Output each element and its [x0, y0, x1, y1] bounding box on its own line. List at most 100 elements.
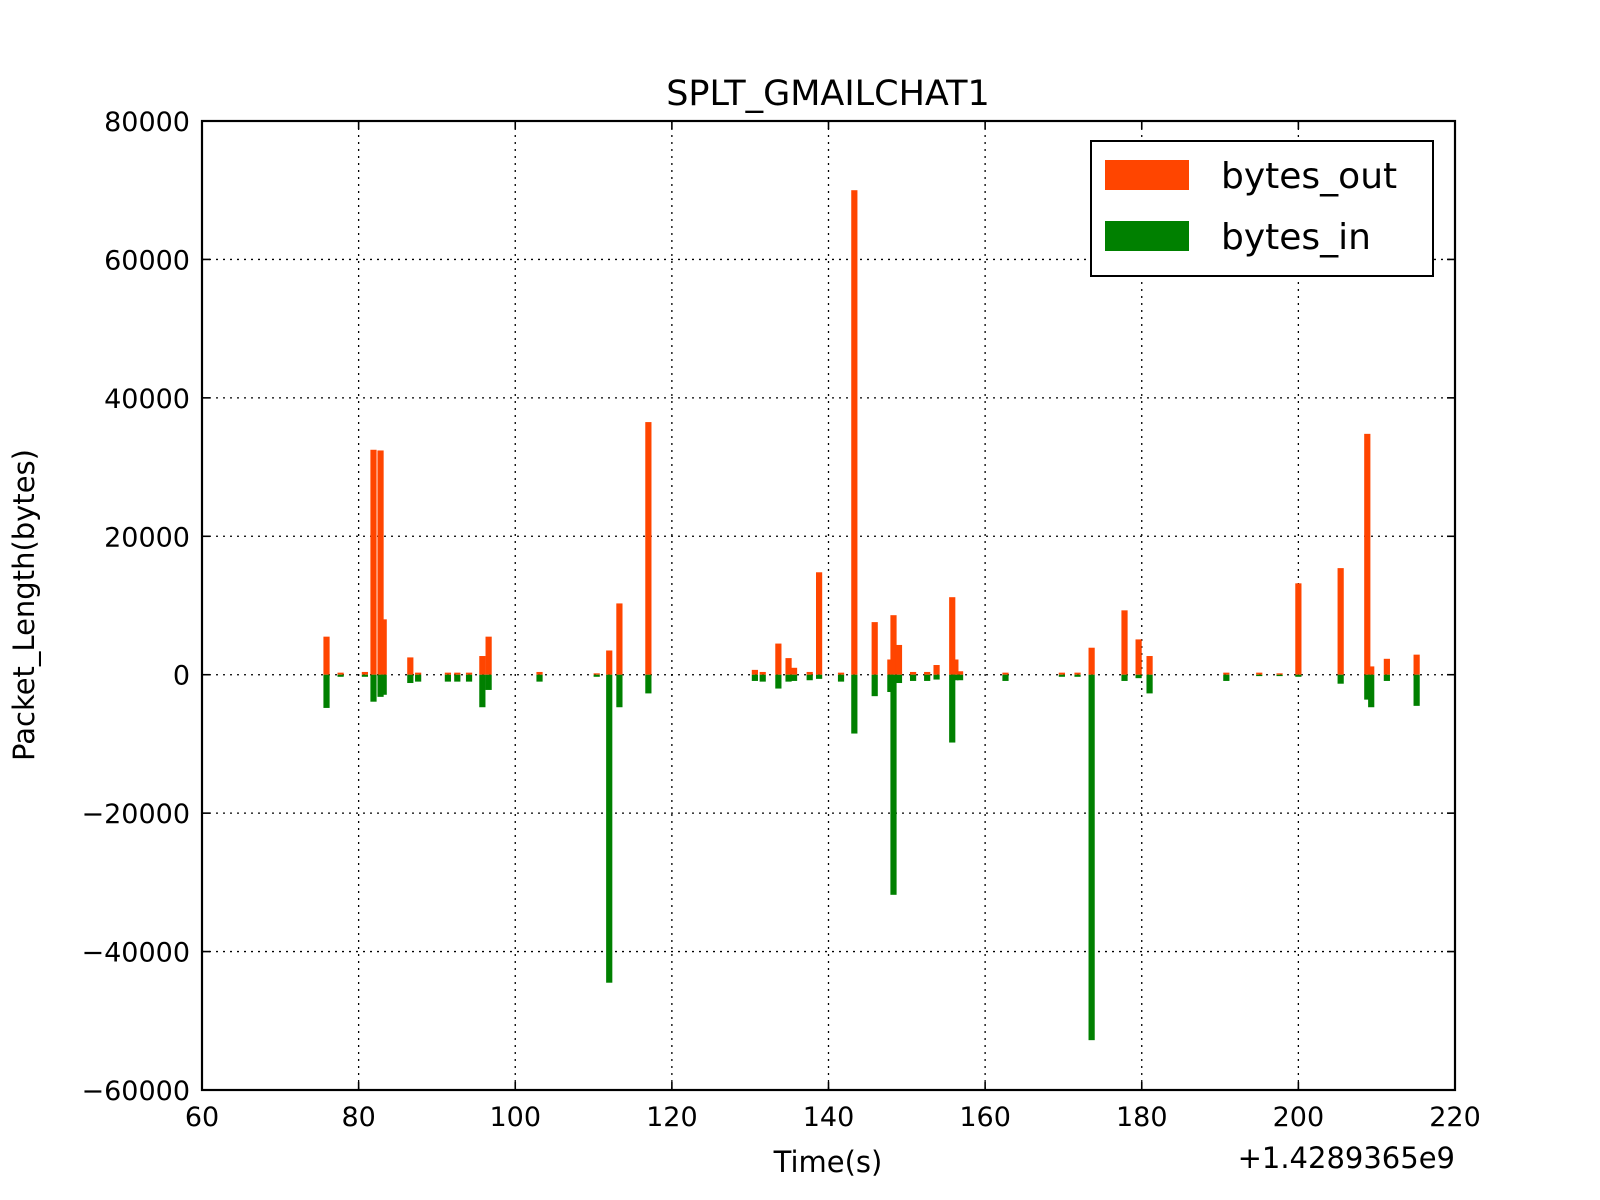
- bar-bytes-in: [536, 674, 543, 682]
- bar-bytes-out: [816, 572, 823, 675]
- bar-bytes-in: [816, 674, 823, 679]
- bar-bytes-out: [645, 422, 652, 675]
- bar-bytes-in: [949, 674, 956, 743]
- bar-bytes-out: [1337, 568, 1344, 675]
- x-tick-labels: 60 80 100 120 140 160 180 200 220: [185, 1102, 1481, 1133]
- bar-bytes-out: [536, 671, 543, 675]
- bar-bytes-out: [323, 636, 330, 675]
- bar-bytes-in: [323, 674, 330, 708]
- x-tick-label: 220: [1429, 1102, 1481, 1133]
- bar-bytes-in: [337, 674, 344, 677]
- bar-bytes-out: [616, 603, 623, 675]
- bar-bytes-out: [1368, 666, 1375, 675]
- bar-bytes-in: [454, 674, 461, 682]
- x-tick-label: 80: [341, 1102, 375, 1133]
- x-axis-offset-label: +1.4289365e9: [1238, 1141, 1455, 1175]
- y-tick-labels: 80000 60000 40000 20000 0 −20000 −40000 −60000: [81, 107, 190, 1107]
- bar-bytes-out: [1413, 654, 1420, 675]
- bar-bytes-out: [949, 597, 956, 675]
- chart-title: SPLT_GMAILCHAT1: [666, 74, 990, 114]
- bars: [323, 190, 1420, 1041]
- bar-bytes-out: [1276, 673, 1283, 675]
- bar-bytes-in: [1368, 674, 1375, 708]
- x-axis-label: Time(s): [773, 1145, 883, 1179]
- bar-bytes-in: [1135, 674, 1142, 679]
- bar-bytes-out: [465, 672, 473, 675]
- bar-bytes-out: [895, 644, 903, 675]
- x-tick-label: 140: [803, 1102, 855, 1133]
- y-tick-label: −40000: [81, 938, 190, 969]
- legend-label-bytes-in: bytes_in: [1221, 217, 1371, 258]
- bar-bytes-out: [751, 669, 758, 675]
- bar-bytes-in: [645, 674, 652, 694]
- bar-bytes-out: [871, 622, 878, 675]
- bar-bytes-in: [775, 674, 782, 689]
- bar-bytes-out: [606, 650, 613, 675]
- x-tick-label: 60: [185, 1102, 219, 1133]
- bar-bytes-out: [370, 449, 377, 675]
- bar-bytes-out: [1002, 672, 1009, 675]
- bar-bytes-out: [407, 657, 414, 675]
- x-tick-label: 120: [646, 1102, 698, 1133]
- bar-bytes-out: [1074, 672, 1081, 675]
- bar-bytes-in: [895, 674, 903, 684]
- bar-bytes-in: [956, 674, 964, 681]
- bar-bytes-in: [1121, 674, 1128, 681]
- bar-bytes-out: [1146, 656, 1153, 675]
- bar-bytes-in: [933, 674, 940, 680]
- bar-bytes-out: [1121, 610, 1128, 675]
- bar-bytes-in: [616, 674, 623, 708]
- bar-bytes-out: [851, 190, 858, 675]
- y-tick-label: −20000: [81, 799, 190, 830]
- bar-bytes-in: [1223, 674, 1230, 681]
- bar-bytes-out: [1364, 433, 1371, 675]
- y-tick-label: 80000: [104, 107, 190, 138]
- bar-bytes-out: [924, 671, 931, 675]
- bar-bytes-in: [370, 674, 377, 702]
- bar-bytes-out: [952, 659, 959, 675]
- bar-bytes-out: [790, 667, 798, 675]
- bar-bytes-out: [1295, 583, 1302, 675]
- bar-bytes-in: [806, 674, 813, 681]
- bar-bytes-in: [380, 674, 387, 695]
- bar-bytes-out: [933, 665, 940, 675]
- axis-ticks: [201, 120, 1456, 1091]
- bar-bytes-out: [887, 659, 894, 675]
- bar-bytes-out: [806, 671, 813, 675]
- bar-bytes-in: [837, 674, 845, 682]
- bar-bytes-in: [952, 674, 959, 681]
- bar-bytes-in: [785, 674, 792, 682]
- bar-bytes-in: [377, 674, 384, 697]
- bar-bytes-out: [1256, 672, 1263, 675]
- bar-bytes-out: [1058, 672, 1065, 675]
- legend-swatch-bytes-out: [1105, 160, 1189, 190]
- bar-bytes-in: [887, 674, 894, 693]
- bar-bytes-in: [924, 674, 931, 681]
- x-tick-label: 200: [1273, 1102, 1325, 1133]
- legend-label-bytes-out: bytes_out: [1221, 156, 1397, 197]
- bar-bytes-in: [444, 674, 451, 682]
- bar-bytes-in: [1276, 674, 1283, 677]
- bar-bytes-in: [851, 674, 858, 734]
- bar-bytes-out: [837, 672, 845, 675]
- bar-bytes-out: [759, 671, 766, 675]
- bar-bytes-in: [1364, 674, 1371, 700]
- bar-bytes-out: [454, 672, 461, 675]
- y-axis-label: Packet_Length(bytes): [7, 449, 41, 761]
- bar-bytes-in: [1002, 674, 1009, 681]
- bar-bytes-out: [337, 672, 344, 675]
- y-tick-label: 0: [173, 661, 190, 692]
- bar-bytes-in: [909, 674, 917, 681]
- bar-bytes-in: [1074, 674, 1081, 677]
- bar-bytes-in: [890, 674, 897, 895]
- bar-bytes-out: [1135, 639, 1142, 675]
- bar-bytes-in: [593, 674, 600, 677]
- bar-bytes-out: [593, 673, 600, 675]
- bar-bytes-in: [415, 674, 422, 682]
- bar-bytes-in: [1383, 674, 1390, 681]
- bar-bytes-out: [785, 658, 792, 675]
- x-tick-label: 180: [1116, 1102, 1168, 1133]
- legend-swatch-bytes-in: [1105, 221, 1189, 251]
- bar-bytes-in: [1295, 674, 1302, 677]
- bar-bytes-out: [485, 636, 492, 675]
